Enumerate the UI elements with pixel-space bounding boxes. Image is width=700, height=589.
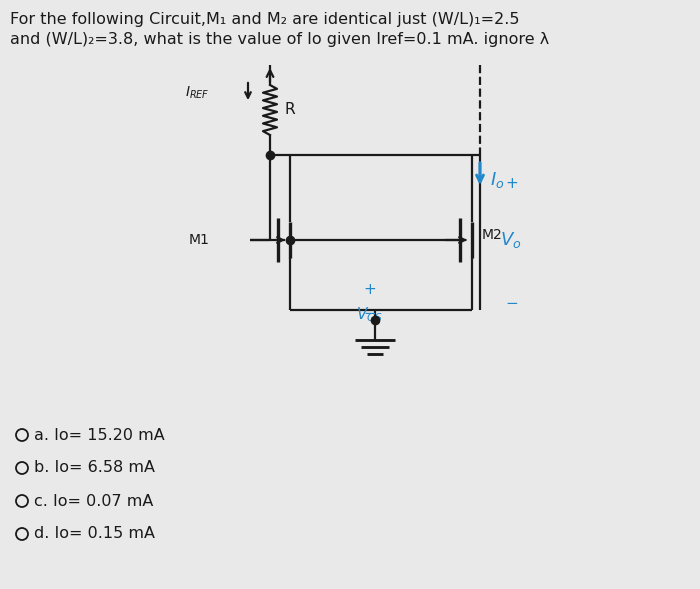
Text: $-$: $-$ [505,294,518,309]
Text: M1: M1 [189,233,210,247]
Text: For the following Circuit,M₁ and M₂ are identical just (W/L)₁=2.5: For the following Circuit,M₁ and M₂ are … [10,12,519,27]
Text: +: + [363,283,377,297]
Text: b. Io= 6.58 mA: b. Io= 6.58 mA [34,461,155,475]
Text: and (W/L)₂=3.8, what is the value of Io given Iref=0.1 mA. ignore λ: and (W/L)₂=3.8, what is the value of Io … [10,32,550,47]
Text: $-$: $-$ [363,305,377,319]
Text: a. Io= 15.20 mA: a. Io= 15.20 mA [34,428,164,442]
Text: d. Io= 0.15 mA: d. Io= 0.15 mA [34,527,155,541]
Text: R: R [285,102,295,117]
Text: $I_{REF}$: $I_{REF}$ [186,85,210,101]
Text: c. Io= 0.07 mA: c. Io= 0.07 mA [34,494,153,508]
Text: $V_o$: $V_o$ [500,230,522,250]
Text: $I_o$: $I_o$ [490,170,505,190]
Text: $V_{GS}$: $V_{GS}$ [356,306,384,325]
Text: M2: M2 [482,228,503,242]
Text: +: + [505,176,518,190]
